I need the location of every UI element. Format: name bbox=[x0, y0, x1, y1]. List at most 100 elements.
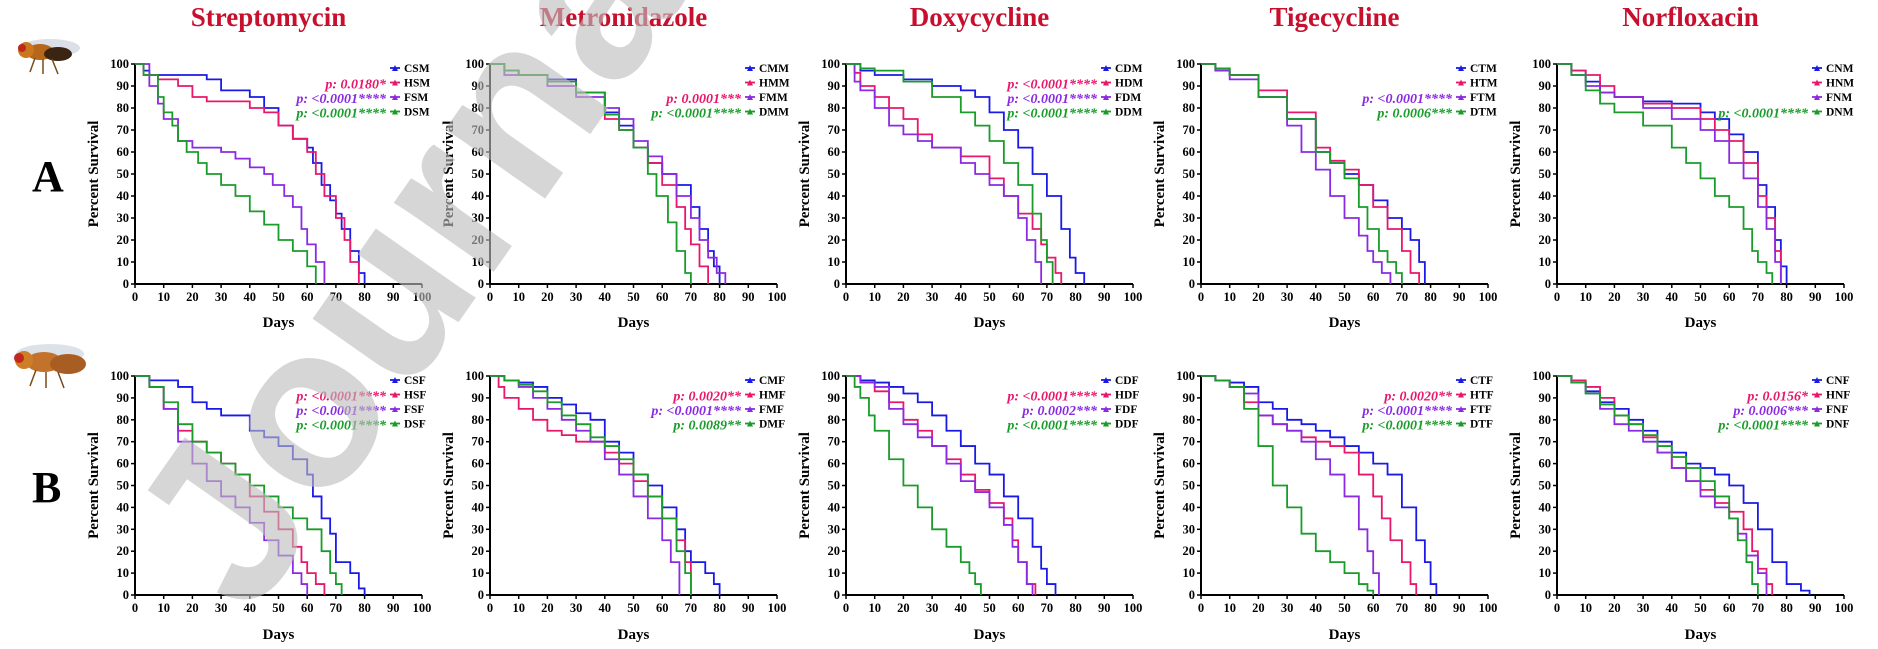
female-drosophila-icon bbox=[14, 344, 86, 389]
y-tick-label: 70 bbox=[1539, 435, 1552, 449]
x-tick-label: 40 bbox=[244, 601, 257, 615]
x-tick-label: 100 bbox=[768, 601, 787, 615]
chart-panel-2: Doxycycline 0 10 20 30 40 50 60 70 80 90 100 0 10 20 30… bbox=[797, 2, 1143, 331]
legend-label: DDF bbox=[1115, 419, 1139, 431]
series-line-hdf bbox=[846, 375, 1037, 595]
y-tick-label: 10 bbox=[828, 566, 841, 580]
x-tick-label: 80 bbox=[1069, 601, 1082, 615]
y-tick-label: 70 bbox=[1183, 435, 1196, 449]
p-value-annotation: p: <0.0001**** bbox=[1006, 419, 1098, 434]
p-value-annotation: p: <0.0001**** bbox=[295, 419, 387, 434]
p-value-annotation: p: <0.0001**** bbox=[1717, 107, 1809, 122]
y-tick-label: 40 bbox=[828, 500, 841, 514]
legend-marker bbox=[1814, 79, 1820, 86]
y-tick-label: 0 bbox=[1189, 588, 1195, 602]
x-axis-label: Days bbox=[1329, 315, 1361, 331]
legend-marker bbox=[1458, 79, 1464, 86]
y-tick-label: 0 bbox=[123, 588, 129, 602]
y-tick-label: 50 bbox=[1539, 479, 1552, 493]
p-value-annotation: p: <0.0001**** bbox=[1361, 92, 1453, 107]
x-tick-label: 90 bbox=[1098, 601, 1111, 615]
y-axis-label: Percent Survival bbox=[441, 432, 457, 539]
legend-marker bbox=[1814, 406, 1820, 412]
y-tick-label: 10 bbox=[1539, 255, 1552, 269]
y-tick-label: 0 bbox=[1545, 277, 1551, 291]
y-tick-label: 0 bbox=[834, 588, 840, 602]
y-tick-label: 20 bbox=[828, 233, 841, 247]
chart-panel-9: 0 10 20 30 40 50 60 70 80 90 100 0 10 20 30 40 50 60 70 80 9… bbox=[1508, 369, 1853, 643]
x-tick-label: 50 bbox=[627, 601, 640, 615]
x-tick-label: 30 bbox=[1281, 601, 1294, 615]
y-tick-label: 20 bbox=[1539, 233, 1552, 247]
y-tick-label: 60 bbox=[117, 145, 130, 159]
y-tick-label: 40 bbox=[1183, 189, 1196, 203]
legend-marker bbox=[1814, 65, 1820, 71]
y-tick-label: 30 bbox=[1183, 522, 1196, 536]
y-tick-label: 80 bbox=[1539, 101, 1552, 115]
p-value-annotation: p: 0.0006*** bbox=[1376, 107, 1453, 122]
p-value-annotation: p: <0.0001**** bbox=[1006, 92, 1098, 107]
y-tick-label: 80 bbox=[117, 101, 130, 115]
x-tick-label: 50 bbox=[983, 290, 996, 304]
y-tick-label: 100 bbox=[1176, 57, 1195, 71]
p-value-annotation: p: <0.0001**** bbox=[1361, 404, 1453, 419]
x-tick-label: 70 bbox=[330, 290, 343, 304]
p-value-annotation: p: <0.0001**** bbox=[295, 107, 387, 122]
y-tick-label: 70 bbox=[828, 123, 841, 137]
x-tick-label: 30 bbox=[1637, 290, 1650, 304]
x-tick-label: 30 bbox=[215, 290, 228, 304]
p-value-annotation: p: <0.0001**** bbox=[1006, 78, 1098, 93]
series-line-fsf bbox=[135, 375, 309, 595]
y-tick-label: 20 bbox=[117, 544, 130, 558]
y-tick-label: 80 bbox=[1183, 413, 1196, 427]
x-tick-label: 70 bbox=[1396, 601, 1409, 615]
legend-label: DSM bbox=[404, 107, 430, 119]
p-value-annotation: p: 0.0002*** bbox=[1021, 404, 1098, 419]
y-tick-label: 100 bbox=[110, 369, 129, 383]
y-tick-label: 50 bbox=[1183, 479, 1196, 493]
x-tick-label: 60 bbox=[1367, 290, 1380, 304]
legend-marker bbox=[747, 420, 753, 427]
chart-panel-0: Streptomycin 0 10 20 30 40 50 60 70 80 90 100 0 10 20 3… bbox=[86, 2, 431, 331]
legend-marker bbox=[1458, 391, 1464, 398]
y-axis-label: Percent Survival bbox=[1508, 121, 1524, 228]
series-line-dnm bbox=[1557, 63, 1774, 284]
series-line-dnf bbox=[1557, 375, 1759, 595]
x-tick-label: 80 bbox=[1424, 290, 1437, 304]
y-tick-label: 0 bbox=[1545, 588, 1551, 602]
series-line-hsm bbox=[135, 63, 360, 284]
series-line-dsf bbox=[135, 375, 343, 595]
x-tick-label: 20 bbox=[541, 290, 554, 304]
y-axis-label: Percent Survival bbox=[441, 121, 457, 228]
y-tick-label: 90 bbox=[828, 391, 841, 405]
y-tick-label: 30 bbox=[828, 211, 841, 225]
legend-label: HSF bbox=[404, 390, 426, 402]
x-tick-label: 10 bbox=[157, 601, 170, 615]
legend-label: CTF bbox=[1470, 375, 1493, 387]
x-tick-label: 0 bbox=[843, 290, 849, 304]
x-tick-label: 0 bbox=[487, 290, 493, 304]
x-tick-label: 100 bbox=[1479, 601, 1498, 615]
y-tick-label: 70 bbox=[828, 435, 841, 449]
y-tick-label: 40 bbox=[472, 189, 485, 203]
y-tick-label: 90 bbox=[1539, 79, 1552, 93]
x-tick-label: 30 bbox=[215, 601, 228, 615]
x-axis-label: Days bbox=[1685, 315, 1717, 331]
x-tick-label: 20 bbox=[1608, 290, 1621, 304]
x-tick-label: 40 bbox=[1666, 601, 1679, 615]
p-value-annotation: p: 0.0020** bbox=[672, 390, 742, 405]
y-tick-label: 10 bbox=[1183, 255, 1196, 269]
legend-label: FNF bbox=[1826, 404, 1848, 416]
p-value-annotation: p: <0.0001**** bbox=[1361, 419, 1453, 434]
x-tick-label: 0 bbox=[132, 290, 138, 304]
p-value-annotation: p: <0.0001**** bbox=[295, 390, 387, 405]
x-tick-label: 90 bbox=[387, 601, 400, 615]
y-tick-label: 60 bbox=[472, 457, 485, 471]
legend-label: CDF bbox=[1115, 375, 1139, 387]
x-tick-label: 20 bbox=[1252, 601, 1265, 615]
chart-panel-4: Norfloxacin 0 10 20 30 40 50 60 70 80 90 100 0 10 20 30… bbox=[1508, 2, 1854, 331]
y-tick-label: 40 bbox=[1183, 500, 1196, 514]
p-value-annotation: p: <0.0001**** bbox=[1006, 390, 1098, 405]
x-tick-label: 20 bbox=[186, 290, 199, 304]
